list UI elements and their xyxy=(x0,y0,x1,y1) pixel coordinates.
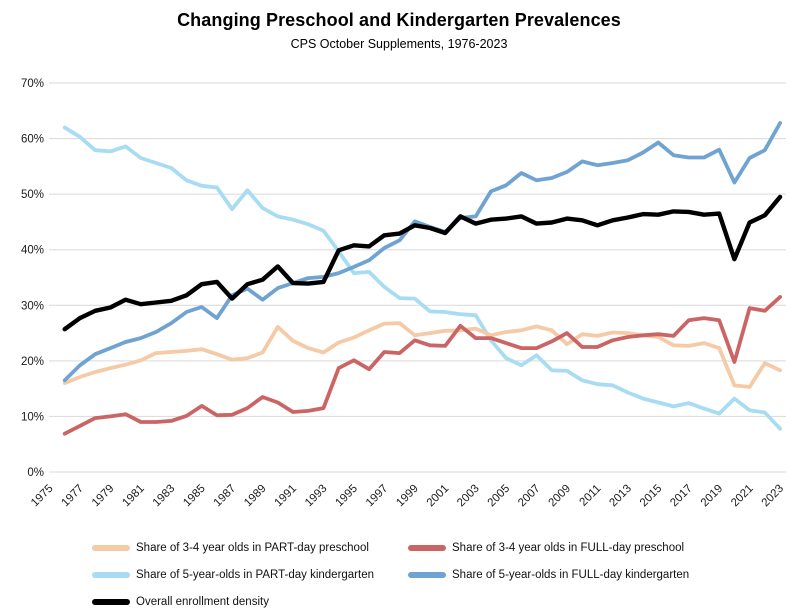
y-tick-label: 50% xyxy=(21,189,44,201)
series-line-2 xyxy=(62,125,782,431)
x-tick-label: 2023 xyxy=(760,483,787,510)
legend-swatch-full-day-preschool xyxy=(408,545,446,551)
y-tick-label: 30% xyxy=(21,300,44,312)
x-tick-label: 1991 xyxy=(273,483,300,510)
chart-legend: Share of 3-4 year olds in PART-day presc… xyxy=(0,534,798,612)
legend-label: Share of 3-4 year olds in FULL-day presc… xyxy=(452,542,685,554)
x-tick-label: 2005 xyxy=(486,483,513,510)
x-tick-label: 1979 xyxy=(90,483,117,510)
x-tick-label: 2017 xyxy=(668,483,695,510)
y-tick-label: 0% xyxy=(27,467,44,479)
y-tick-label: 10% xyxy=(21,411,44,423)
x-tick-label: 1993 xyxy=(303,483,330,510)
x-tick-label: 2013 xyxy=(607,483,634,510)
x-tick-label: 2011 xyxy=(578,483,604,509)
series-line-3 xyxy=(62,121,782,383)
legend-swatch-full-day-kindergarten xyxy=(408,572,446,578)
x-tick-label: 1997 xyxy=(364,483,391,510)
x-tick-label: 1983 xyxy=(151,483,178,510)
legend-item-overall-enrollment: Overall enrollment density xyxy=(92,596,269,608)
x-tick-label: 2015 xyxy=(638,483,665,510)
legend-item-full-day-preschool: Share of 3-4 year olds in FULL-day presc… xyxy=(408,542,684,554)
legend-label: Share of 3-4 year olds in PART-day presc… xyxy=(136,542,369,554)
y-tick-label: 20% xyxy=(21,356,44,368)
x-tick-label: 1977 xyxy=(59,483,86,510)
x-tick-label: 2019 xyxy=(699,483,726,510)
x-tick-label: 1981 xyxy=(120,483,147,510)
x-tick-label: 2009 xyxy=(547,483,574,510)
x-tick-label: 2001 xyxy=(425,483,452,510)
legend-label: Share of 5-year-olds in FULL-day kinderg… xyxy=(452,569,690,581)
legend-swatch-overall-enrollment xyxy=(92,599,130,605)
x-tick-label: 2021 xyxy=(729,483,756,510)
line-chart: 0%10%20%30%40%50%60%70%1975 1977 1979 1981 1… xyxy=(21,78,787,510)
x-tick-label: 2003 xyxy=(455,483,482,510)
y-tick-label: 40% xyxy=(21,245,44,257)
x-tick-label: 1989 xyxy=(242,483,269,510)
x-tick-label: 1987 xyxy=(212,483,239,510)
series-line-1 xyxy=(62,295,782,436)
x-tick-label: 2007 xyxy=(516,483,543,510)
x-tick-label: 1995 xyxy=(333,483,360,510)
x-tick-label: 1999 xyxy=(394,483,421,510)
legend-swatch-part-day-kindergarten xyxy=(92,572,130,578)
chart-title: Changing Preschool and Kindergarten Prev… xyxy=(177,10,621,30)
chart-subtitle: CPS October Supplements, 1976-2023 xyxy=(290,37,508,51)
legend-label: Share of 5-year-olds in PART-day kinderg… xyxy=(136,569,375,581)
legend-swatch-part-day-preschool xyxy=(92,545,130,551)
y-tick-label: 70% xyxy=(21,78,44,90)
legend-item-part-day-preschool: Share of 3-4 year olds in PART-day presc… xyxy=(92,542,369,554)
series-line-4 xyxy=(62,194,783,332)
legend-item-full-day-kindergarten: Share of 5-year-olds in FULL-day kinderg… xyxy=(408,569,689,581)
series-line-0 xyxy=(62,321,782,389)
legend-item-part-day-kindergarten: Share of 5-year-olds in PART-day kinderg… xyxy=(92,569,374,581)
x-tick-label: 1985 xyxy=(181,483,208,510)
x-tick-label: 1975 xyxy=(29,483,56,510)
legend-label: Overall enrollment density xyxy=(136,596,269,608)
y-tick-label: 60% xyxy=(21,134,44,146)
